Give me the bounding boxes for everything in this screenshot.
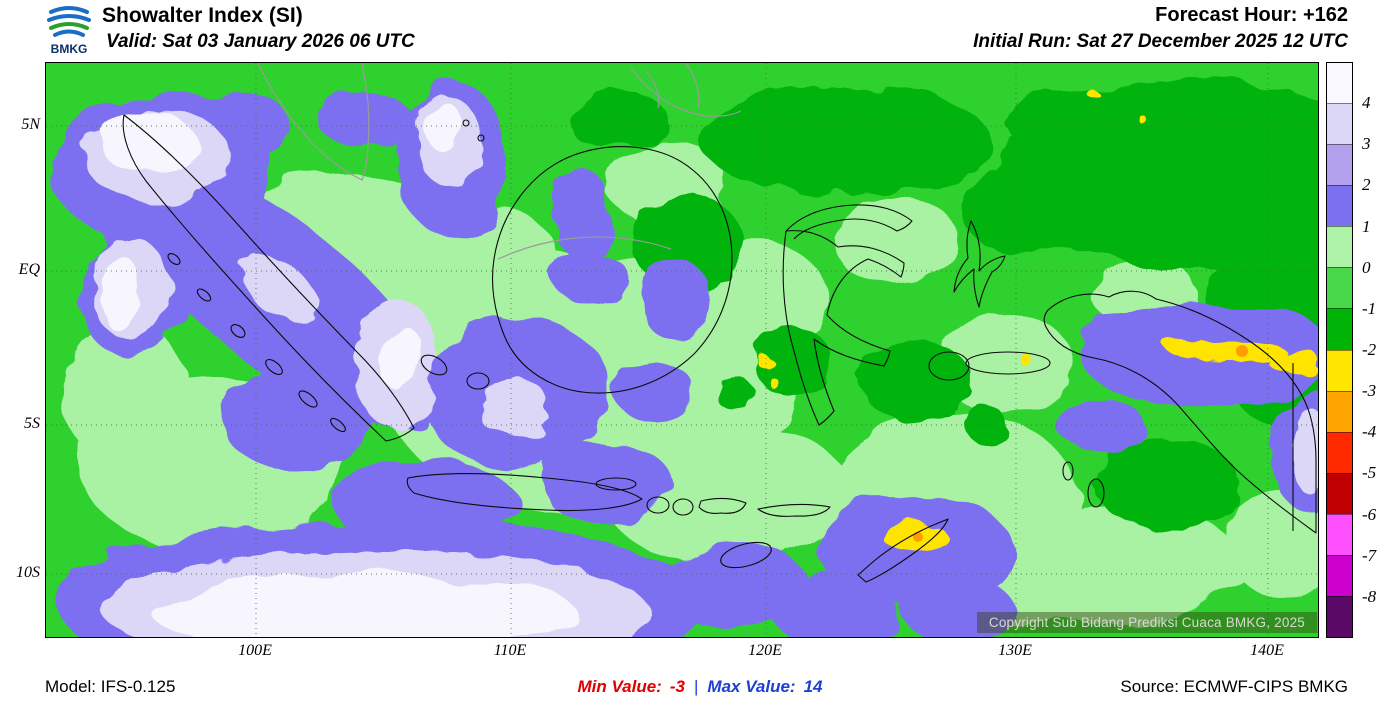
legend-tick-label: 4: [1362, 93, 1371, 113]
legend-swatch: [1327, 103, 1352, 145]
legend-swatch: [1327, 513, 1352, 555]
graticule: [46, 63, 1318, 637]
minmax-separator: |: [693, 677, 699, 696]
legend-tick-label: -6: [1362, 504, 1377, 524]
legend-tick-label: -5: [1362, 463, 1377, 483]
y-tick-10s: 10S: [16, 564, 40, 581]
legend-swatch: [1327, 308, 1352, 350]
weather-map: [46, 63, 1318, 637]
x-tick-140e: 140E: [1250, 642, 1284, 659]
legend-swatch: [1327, 144, 1352, 186]
coastlines: [122, 114, 1317, 583]
x-tick-110e: 110E: [493, 642, 527, 659]
legend-tick-label: 1: [1362, 216, 1371, 236]
page-title: Showalter Index (SI): [102, 4, 303, 27]
x-tick-100e: 100E: [238, 642, 272, 659]
initial-run-label: Initial Run: Sat 27 December 2025 12 UTC: [973, 31, 1348, 52]
x-tick-130e: 130E: [998, 642, 1032, 659]
minmax-line: Min Value: -3 | Max Value: 14: [0, 677, 1400, 697]
legend-tick-label: -7: [1362, 545, 1377, 565]
si-layer-white: [98, 103, 578, 637]
legend-tick-label: -2: [1362, 340, 1377, 359]
x-tick-120e: 120E: [748, 642, 782, 659]
legend-tick-label: -3: [1362, 381, 1377, 401]
valid-time-label: Valid: Sat 03 January 2026 06 UTC: [106, 31, 415, 52]
legend-swatch: [1327, 267, 1352, 309]
bmkg-logo-text: BMKG: [51, 42, 88, 56]
min-value-label: Min Value:: [577, 677, 662, 696]
legend-swatches: [1326, 62, 1353, 638]
legend-swatch: [1327, 226, 1352, 268]
y-tick-5n: 5N: [21, 116, 40, 133]
legend-tick-label: 3: [1362, 134, 1371, 154]
legend-tick-label: -1: [1362, 298, 1377, 318]
map-frame: Copyright Sub Bidang Prediksi Cuaca BMKG…: [45, 62, 1319, 638]
color-legend: 4 3 2 1 0 -1 -2 -3 -4 -5 -6 -7 -8: [1326, 62, 1400, 638]
legend-swatch: [1327, 185, 1352, 227]
copyright-watermark: Copyright Sub Bidang Prediksi Cuaca BMKG…: [976, 612, 1317, 633]
min-value: -3: [669, 677, 685, 696]
source-label: Source: ECMWF-CIPS BMKG: [1120, 677, 1348, 696]
legend-tick-label: 0: [1362, 257, 1371, 277]
legend-swatch: [1327, 554, 1352, 597]
bmkg-logo-icon: BMKG: [44, 2, 94, 58]
max-value: 14: [803, 677, 823, 696]
legend-swatch: [1327, 596, 1352, 638]
y-tick-eq: EQ: [18, 261, 40, 278]
legend-swatch: [1327, 63, 1352, 104]
legend-tick-label: 2: [1362, 175, 1371, 195]
legend-swatch: [1327, 472, 1352, 514]
model-label: Model: IFS-0.125: [45, 677, 176, 696]
y-tick-5s: 5S: [24, 415, 40, 432]
legend-tick-label: -8: [1362, 586, 1377, 606]
foreign-boundaries: [257, 63, 742, 260]
forecast-hour-label: Forecast Hour: +162: [1155, 4, 1348, 26]
legend-swatch: [1327, 349, 1352, 391]
legend-labels: 4 3 2 1 0 -1 -2 -3 -4 -5 -6 -7 -8: [1362, 62, 1400, 638]
si-layer-orange: [913, 345, 1248, 542]
legend-tick-label: -4: [1362, 422, 1377, 442]
legend-swatch: [1327, 390, 1352, 432]
max-value-label: Max Value:: [707, 677, 796, 696]
legend-swatch: [1327, 431, 1352, 473]
